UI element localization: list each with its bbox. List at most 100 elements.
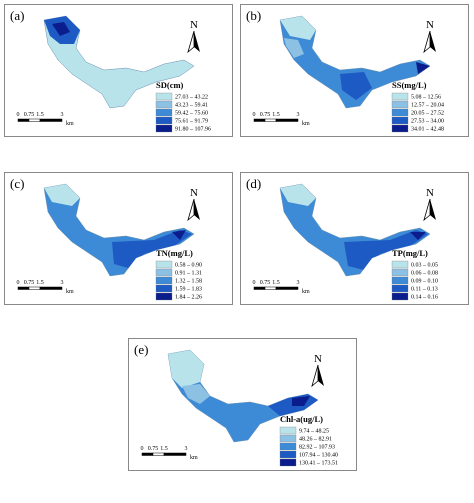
scale-label: 0 <box>17 280 20 286</box>
zone <box>410 232 426 240</box>
map-panel: (a) N 0 0.75 1.5 3km SD(cm) 27.03 – 43.22 43.23 … <box>4 4 233 137</box>
scale-label: km <box>66 121 74 127</box>
scale-segment <box>28 286 41 290</box>
legend-title: SS(mg/L) <box>392 80 427 90</box>
legend-swatch <box>279 458 297 467</box>
panel-label: (a) <box>10 8 24 23</box>
legend-label: 0.06 – 0.08 <box>411 271 438 277</box>
map-panel: (d) N 0 0.75 1.5 3km TP(mg/L) 0.03 – 0.05 0.06 –… <box>240 172 469 305</box>
map-panel: (e) N 0 0.75 1.5 3km Chl-a(ug/L) 9.74 – 48.25 48… <box>128 338 357 471</box>
zone <box>284 38 304 58</box>
zone <box>416 62 430 74</box>
scale-label: 1.5 <box>36 280 44 286</box>
legend-label: 0.11 – 0.13 <box>411 287 438 293</box>
zone <box>44 184 80 206</box>
panel-frame <box>128 338 357 471</box>
scale-label: km <box>302 289 310 295</box>
zone <box>112 230 192 268</box>
north-label: N <box>190 19 198 31</box>
legend-swatch <box>391 124 409 133</box>
scale-label: 3 <box>297 280 300 286</box>
scale-label: 0.75 <box>260 280 271 286</box>
legend-swatch <box>279 434 297 443</box>
legend-label: 0.14 – 0.16 <box>411 295 438 301</box>
scale-label: 0 <box>141 446 144 452</box>
scale-label: 1.5 <box>160 446 168 452</box>
legend-swatch <box>391 284 409 293</box>
scale-label: 3 <box>61 112 64 118</box>
legend-swatch <box>155 284 173 293</box>
legend-swatch <box>279 450 297 459</box>
legend-label: 75.61 – 91.79 <box>175 119 208 125</box>
legend-label: 34.01 – 42.48 <box>411 127 444 133</box>
legend-swatch <box>391 100 409 109</box>
legend-title: Chl-a(ug/L) <box>280 414 323 424</box>
scale-label: 0.75 <box>148 446 159 452</box>
legend-swatch <box>279 442 297 451</box>
legend-label: 0.58 – 0.90 <box>175 263 202 269</box>
scale-label: 3 <box>297 112 300 118</box>
scale-segment <box>39 118 63 122</box>
north-arrow-right <box>318 365 324 386</box>
north-label: N <box>426 187 434 199</box>
legend-label: 20.05 – 27.52 <box>411 111 444 117</box>
legend-label: 82.92 – 107.93 <box>299 445 335 451</box>
legend-swatch <box>391 268 409 277</box>
panel-label: (b) <box>246 8 261 23</box>
legend-swatch <box>155 116 173 125</box>
legend-label: 27.53 – 34.00 <box>411 119 444 125</box>
panel-label: (e) <box>134 342 148 357</box>
legend-swatch <box>279 426 297 435</box>
scale-label: 0 <box>17 112 20 118</box>
map-panel: (b) N 0 0.75 1.5 3km SS(mg/L) 5.08 – 12.56 12.57… <box>240 4 469 137</box>
legend-swatch <box>155 124 173 133</box>
legend-label: 5.08 – 12.56 <box>411 95 441 101</box>
legend-label: 43.23 – 59.41 <box>175 103 208 109</box>
scale-label: 0.75 <box>24 280 35 286</box>
legend-label: 1.59 – 1.83 <box>175 287 202 293</box>
scale-segment <box>264 118 277 122</box>
legend-swatch <box>155 92 173 101</box>
legend-label: 0.09 – 0.10 <box>411 279 438 285</box>
legend-swatch <box>391 92 409 101</box>
legend-swatch <box>155 268 173 277</box>
panel-frame <box>240 172 469 305</box>
legend-swatch <box>391 260 409 269</box>
scale-segment <box>141 452 154 456</box>
legend-swatch <box>155 260 173 269</box>
zone <box>340 72 372 100</box>
legend-label: 130.41 – 173.51 <box>299 461 338 467</box>
legend-swatch <box>391 292 409 301</box>
scale-segment <box>275 286 299 290</box>
scale-label: km <box>190 455 198 461</box>
legend-swatch <box>391 108 409 117</box>
scale-segment <box>275 118 299 122</box>
zone <box>182 384 210 404</box>
scale-segment <box>17 118 30 122</box>
legend-label: 91.80 – 107.96 <box>175 127 211 133</box>
scale-label: 3 <box>61 280 64 286</box>
scale-label: 1.5 <box>36 112 44 118</box>
scale-label: 0 <box>253 280 256 286</box>
legend-label: 107.94 – 130.40 <box>299 453 338 459</box>
legend-label: 1.84 – 2.26 <box>175 295 202 301</box>
legend-swatch <box>155 100 173 109</box>
legend-swatch <box>155 292 173 301</box>
scale-label: 3 <box>185 446 188 452</box>
legend-label: 48.26 – 82.91 <box>299 437 332 443</box>
zone <box>172 230 186 240</box>
zone <box>344 230 428 270</box>
scale-label: 1.5 <box>272 112 280 118</box>
scale-label: 0.75 <box>24 112 35 118</box>
map-panel: (c) N 0 0.75 1.5 3km TN(mg/L) 0.58 – 0.90 0.91 –… <box>4 172 233 305</box>
north-arrow-right <box>430 31 436 52</box>
scale-label: km <box>302 121 310 127</box>
legend-swatch <box>391 116 409 125</box>
scale-segment <box>253 118 266 122</box>
legend-title: TN(mg/L) <box>156 248 193 258</box>
legend-swatch <box>155 108 173 117</box>
legend-title: TP(mg/L) <box>392 248 428 258</box>
north-label: N <box>314 353 322 365</box>
legend-label: 9.74 – 48.25 <box>299 429 329 435</box>
